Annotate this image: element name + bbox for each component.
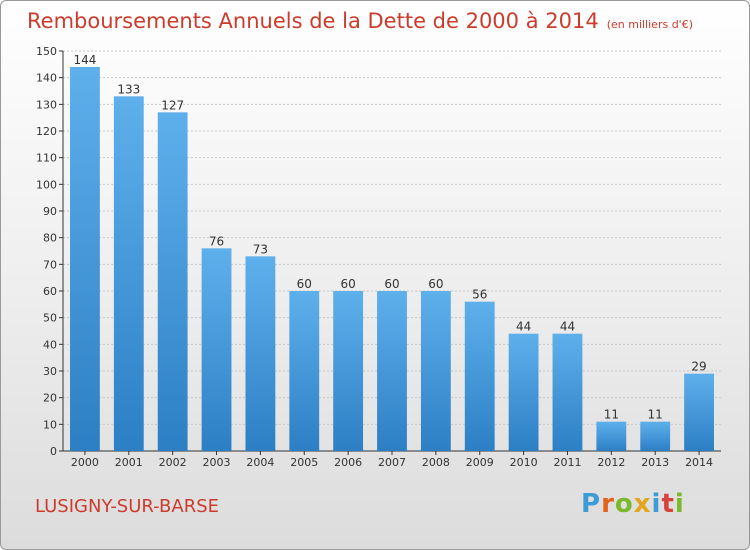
y-tick-label: 80 (43, 232, 57, 245)
x-tick-label: 2002 (159, 456, 187, 469)
y-tick-label: 70 (43, 258, 57, 271)
data-label: 127 (161, 98, 184, 112)
bar (420, 291, 451, 451)
x-tick-label: 2001 (115, 456, 143, 469)
bar (157, 112, 188, 451)
bar (333, 291, 364, 451)
x-tick-label: 2012 (597, 456, 625, 469)
bar (289, 291, 320, 451)
x-tick-label: 2013 (641, 456, 669, 469)
y-tick-label: 140 (36, 72, 57, 85)
x-tick-label: 2009 (466, 456, 494, 469)
city-name: LUSIGNY-SUR-BARSE (35, 496, 220, 517)
bar (201, 248, 232, 451)
y-tick-label: 50 (43, 312, 57, 325)
data-label: 60 (428, 277, 443, 291)
y-tick-label: 130 (36, 98, 57, 111)
logo-letter: i (651, 489, 662, 519)
bar (640, 421, 671, 451)
y-tick-label: 60 (43, 285, 57, 298)
data-label: 44 (560, 320, 575, 334)
x-tick-label: 2003 (203, 456, 231, 469)
proxiti-logo: Proxiti (581, 489, 685, 519)
data-label: 144 (73, 53, 96, 67)
data-label: 76 (209, 234, 224, 248)
y-tick-label: 0 (50, 445, 57, 458)
data-label: 29 (691, 360, 706, 374)
bar (245, 256, 276, 451)
logo-letter: r (601, 489, 615, 519)
data-label: 60 (340, 277, 355, 291)
logo-letter: x (633, 489, 652, 519)
y-tick-label: 30 (43, 365, 57, 378)
chart-title: Remboursements Annuels de la Dette de 20… (27, 9, 693, 33)
x-tick-label: 2004 (246, 456, 274, 469)
data-label: 11 (604, 408, 619, 422)
x-tick-label: 2011 (553, 456, 581, 469)
y-tick-label: 40 (43, 338, 57, 351)
x-tick-label: 2008 (422, 456, 450, 469)
chart-subtitle: (en milliers d'€) (606, 18, 693, 31)
y-tick-label: 100 (36, 178, 57, 191)
bar (70, 67, 100, 451)
chart-title-text: Remboursements Annuels de la Dette de 20… (27, 9, 599, 33)
bar (684, 373, 714, 451)
data-label: 56 (472, 288, 487, 302)
logo-letter: i (674, 489, 685, 519)
bar (464, 301, 495, 451)
bar (552, 333, 583, 451)
data-label: 60 (384, 277, 399, 291)
bar (377, 291, 407, 451)
x-tick-label: 2000 (71, 456, 99, 469)
bar (508, 333, 539, 451)
data-label: 11 (648, 408, 663, 422)
x-tick-label: 2006 (334, 456, 362, 469)
y-tick-label: 90 (43, 205, 57, 218)
data-label: 44 (516, 320, 531, 334)
x-tick-label: 2007 (378, 456, 406, 469)
x-tick-label: 2005 (290, 456, 318, 469)
x-tick-label: 2014 (685, 456, 713, 469)
data-label: 73 (253, 242, 268, 256)
y-tick-label: 20 (43, 392, 57, 405)
data-label: 133 (117, 82, 140, 96)
y-tick-label: 120 (36, 125, 57, 138)
logo-letter: t (661, 489, 675, 519)
y-tick-label: 110 (36, 152, 57, 165)
logo-letter: P (581, 489, 602, 519)
logo-letter: o (614, 489, 634, 519)
y-tick-label: 10 (43, 418, 57, 431)
y-tick-label: 150 (36, 45, 57, 58)
bar (113, 96, 144, 451)
x-tick-label: 2010 (510, 456, 538, 469)
data-label: 60 (297, 277, 312, 291)
bar (596, 421, 627, 451)
